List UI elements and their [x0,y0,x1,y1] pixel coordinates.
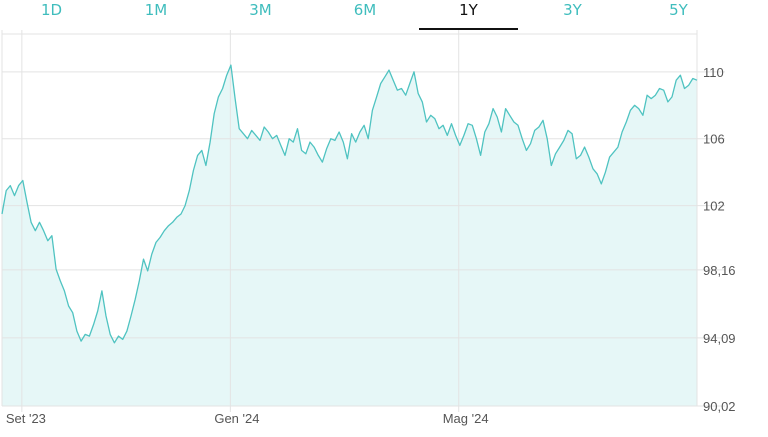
series-area [2,65,697,406]
price-chart[interactable]: 110 106 102 98,16 94,09 90,02 Set '23 Gen '24 Ma… [0,30,768,437]
tab-1m[interactable]: 1M [144,1,168,19]
tab-6m[interactable]: 6M [353,1,377,19]
period-tab-bar: 1D 1M 3M 6M 1Y 3Y 5Y [0,0,768,30]
tab-3y[interactable]: 3Y [563,1,582,19]
tab-5y[interactable]: 5Y [669,1,688,19]
tab-1y[interactable]: 1Y [419,0,518,30]
y-tick-label: 98,16 [703,263,736,278]
tab-3m[interactable]: 3M [249,1,272,19]
series-line [1,64,698,344]
y-tick-label: 110 [703,65,724,80]
y-tick-label: 106 [703,132,725,147]
x-tick-label: Gen '24 [214,411,259,426]
y-tick-label: 94,09 [703,331,736,346]
x-tick-label: Mag '24 [443,411,489,426]
y-tick-label: 102 [703,199,725,214]
x-tick-label: Set '23 [6,411,46,426]
tab-1d[interactable]: 1D [40,1,63,19]
y-tick-label: 90,02 [703,399,736,414]
